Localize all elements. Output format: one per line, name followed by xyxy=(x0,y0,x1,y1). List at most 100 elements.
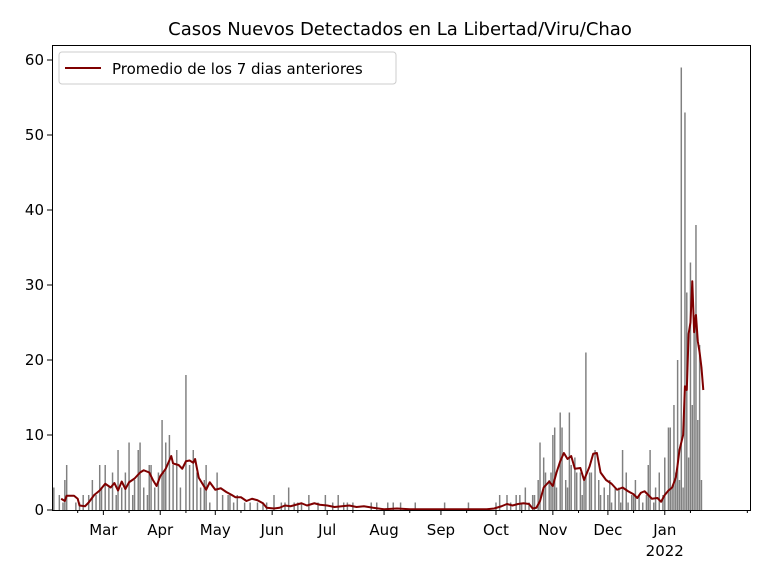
bar xyxy=(185,375,187,510)
bar-series xyxy=(53,67,703,510)
bar xyxy=(131,495,134,510)
bar xyxy=(676,360,679,510)
bar xyxy=(168,435,171,510)
bar xyxy=(216,472,218,510)
x-tick-label: Sep xyxy=(427,521,455,539)
bar xyxy=(498,495,501,510)
bar xyxy=(75,502,77,510)
bar xyxy=(203,480,206,510)
average-line xyxy=(60,280,705,511)
bar xyxy=(179,487,182,510)
bar xyxy=(146,495,149,510)
bar xyxy=(262,502,264,510)
plot-frame xyxy=(52,45,751,511)
bar xyxy=(176,450,178,510)
bar xyxy=(124,472,127,510)
y-tick-label: 30 xyxy=(25,276,44,294)
bar xyxy=(552,435,554,510)
bar xyxy=(143,487,145,510)
bar xyxy=(625,472,627,510)
bar xyxy=(509,502,512,510)
bar xyxy=(221,495,224,510)
bar xyxy=(537,480,539,510)
bar xyxy=(524,487,527,510)
bar xyxy=(65,465,68,510)
bar xyxy=(585,352,587,510)
bar xyxy=(154,487,156,510)
legend-label: Promedio de los 7 dias anteriores xyxy=(112,60,363,78)
bar xyxy=(664,457,666,510)
bar xyxy=(555,487,558,510)
bar xyxy=(570,465,572,510)
bar xyxy=(609,480,611,510)
bar xyxy=(229,495,231,510)
bar xyxy=(163,472,165,510)
bar xyxy=(192,450,194,510)
bar xyxy=(687,457,690,510)
bar xyxy=(157,472,160,510)
bar xyxy=(150,465,152,510)
bar xyxy=(539,442,541,510)
bar xyxy=(671,487,673,510)
bar xyxy=(199,487,202,510)
bar xyxy=(376,502,378,510)
bar xyxy=(528,502,530,510)
bar xyxy=(544,472,547,510)
bar xyxy=(387,502,389,510)
bar xyxy=(632,495,635,510)
bar xyxy=(148,465,150,510)
bar xyxy=(697,420,699,510)
bar xyxy=(62,502,64,510)
bar xyxy=(680,67,683,510)
bar xyxy=(642,502,644,510)
bar xyxy=(662,495,664,510)
bar xyxy=(506,495,508,510)
bar xyxy=(82,495,84,510)
bar xyxy=(678,480,681,510)
bar xyxy=(111,472,114,510)
bar xyxy=(588,472,591,510)
bar xyxy=(520,502,523,510)
x-tick-label: Apr xyxy=(147,521,174,539)
bar xyxy=(691,405,694,510)
bar xyxy=(581,495,583,510)
bar xyxy=(256,502,259,510)
bar xyxy=(575,472,578,510)
bar xyxy=(553,427,556,510)
bar xyxy=(689,262,692,510)
x-tick-label: Aug xyxy=(369,521,398,539)
bar xyxy=(564,480,567,510)
bar xyxy=(414,502,416,510)
bar xyxy=(337,495,339,510)
bar xyxy=(95,495,97,510)
bar xyxy=(519,495,521,510)
y-axis: 0 10 20 30 40 50 60 xyxy=(25,51,52,519)
bar xyxy=(249,502,251,510)
bar xyxy=(120,487,123,510)
bar xyxy=(533,495,536,510)
bar xyxy=(693,315,695,510)
bar xyxy=(621,450,624,510)
bar xyxy=(649,450,651,510)
bar xyxy=(568,412,571,510)
bar xyxy=(467,502,470,510)
bar xyxy=(308,495,310,510)
bar xyxy=(161,420,163,510)
bar xyxy=(531,495,534,510)
bar xyxy=(658,472,660,510)
bar xyxy=(631,495,633,510)
bar xyxy=(137,450,139,510)
bar xyxy=(117,450,119,510)
y-tick-label: 40 xyxy=(25,201,44,219)
bar xyxy=(645,495,648,510)
line-series xyxy=(60,280,705,511)
bar xyxy=(607,495,609,510)
bar xyxy=(614,487,616,510)
bar xyxy=(443,502,446,510)
bar xyxy=(610,502,613,510)
bar xyxy=(583,480,585,510)
x-tick-label: Nov xyxy=(538,521,567,539)
bar xyxy=(675,472,677,510)
